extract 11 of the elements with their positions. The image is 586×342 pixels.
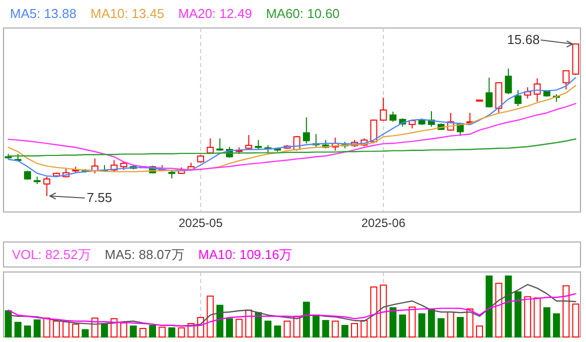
text: MA5: 88.07万 bbox=[104, 247, 184, 262]
text: VOL: 82.52万 bbox=[12, 247, 91, 262]
text: MA10: 109.16万 bbox=[198, 247, 292, 262]
x-tick-label: 2025-05 bbox=[178, 216, 223, 230]
x-tick-label: 2025-06 bbox=[361, 216, 406, 230]
text: MA10: 13.45 bbox=[90, 6, 164, 21]
annotation: 15.68 bbox=[507, 32, 540, 47]
text: MA20: 12.49 bbox=[178, 6, 252, 21]
annotation: 7.55 bbox=[86, 190, 112, 205]
text: MA5: 13.88 bbox=[10, 6, 76, 21]
text: MA60: 10.60 bbox=[266, 6, 340, 21]
